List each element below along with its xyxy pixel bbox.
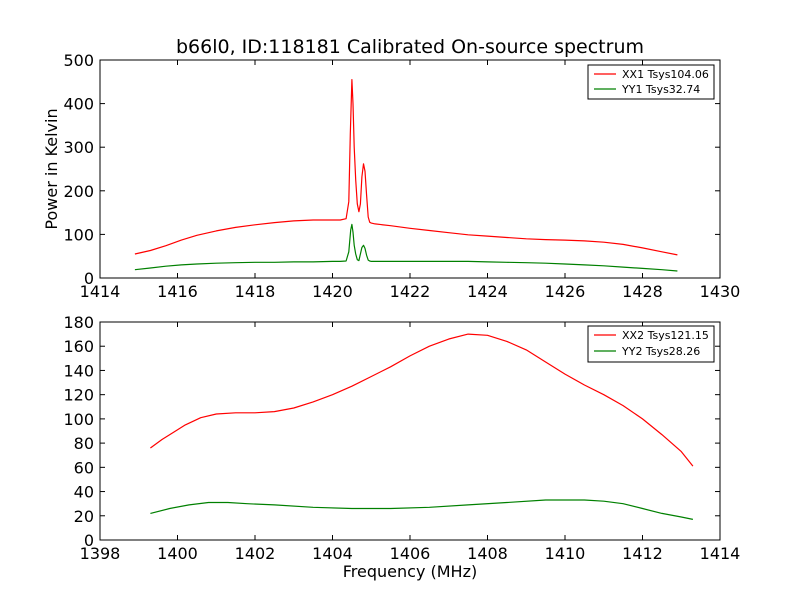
bottom-y-tick-label: 140: [63, 361, 94, 380]
bottom-x-tick-label: 1410: [545, 544, 586, 563]
top-legend-label-yy1: YY1 Tsys32.74: [621, 83, 700, 96]
bottom-axes: 1398 1400 1402 1404 1406 1408 1410 1412 1414 0 20…: [63, 313, 740, 581]
top-legend-label-xx1: XX1 Tsys104.06: [622, 68, 709, 81]
bottom-x-tick-label: 1404: [312, 544, 353, 563]
bottom-legend-label-yy2: YY2 Tsys28.26: [621, 345, 700, 358]
bottom-y-tick-label: 100: [63, 410, 94, 429]
bottom-x-axis-label: Frequency (MHz): [343, 562, 477, 581]
bottom-x-tick-label: 1408: [467, 544, 508, 563]
top-y-tick-label: 200: [63, 182, 94, 201]
bottom-x-tick-label: 1412: [622, 544, 663, 563]
bottom-x-tick-label: 1402: [235, 544, 276, 563]
bottom-y-tick-label: 180: [63, 313, 94, 332]
top-axes: 1414 1416 1418 1420 1422 1424 1426 1428 1430 0 10…: [42, 51, 740, 301]
top-y-tick-label: 0: [84, 269, 94, 288]
top-series-line-0: [134, 78, 678, 256]
top-y-tick-label: 500: [63, 51, 94, 70]
top-x-tick-label: 1414: [80, 282, 121, 301]
top-x-tick-label: 1424: [467, 282, 508, 301]
top-plot-lines: [134, 78, 678, 272]
top-y-tick-label: 100: [63, 225, 94, 244]
top-y-axis-label: Power in Kelvin: [42, 108, 61, 229]
top-x-tick-label: 1426: [545, 282, 586, 301]
bottom-legend-label-xx2: XX2 Tsys121.15: [622, 329, 709, 342]
bottom-y-tick-label: 80: [74, 434, 94, 453]
bottom-x-tick-label: 1398: [80, 544, 121, 563]
bottom-legend-box: [587, 325, 715, 363]
top-x-tick-label: 1420: [312, 282, 353, 301]
top-y-tick-label: 400: [63, 95, 94, 114]
bottom-y-tick-label: 20: [74, 507, 94, 526]
top-x-tick-label: 1428: [622, 282, 663, 301]
top-x-tick-label: 1422: [390, 282, 431, 301]
top-y-tick-label: 300: [63, 138, 94, 157]
bottom-y-tick-label: 60: [74, 458, 94, 477]
top-x-tick-label: 1430: [700, 282, 741, 301]
bottom-series-line-1: [150, 499, 694, 520]
bottom-y-tick-label: 0: [84, 531, 94, 550]
bottom-y-tick-label: 160: [63, 337, 94, 356]
top-legend: XX1 Tsys104.06 YY1 Tsys32.74: [587, 64, 715, 100]
top-series-line-1: [134, 223, 678, 272]
bottom-x-tick-label: 1400: [157, 544, 198, 563]
top-legend-box: [587, 64, 715, 100]
top-y-ticks: 0 100 200 300 400 500: [63, 51, 720, 288]
bottom-legend: XX2 Tsys121.15 YY2 Tsys28.26: [587, 325, 715, 363]
top-x-tick-label: 1416: [157, 282, 198, 301]
bottom-y-ticks: 0 20 40 60 80 100 120 140 160 180: [63, 313, 720, 550]
top-x-tick-label: 1418: [235, 282, 276, 301]
bottom-x-tick-label: 1406: [390, 544, 431, 563]
bottom-x-ticks: 1398 1400 1402 1404 1406 1408 1410 1412 1414: [80, 322, 741, 563]
bottom-plot-lines: [150, 333, 694, 520]
bottom-y-tick-label: 120: [63, 386, 94, 405]
bottom-x-tick-label: 1414: [700, 544, 741, 563]
chart-title: b66l0, ID:118181 Calibrated On-source sp…: [176, 36, 644, 58]
bottom-series-line-0: [150, 333, 694, 467]
top-x-ticks: 1414 1416 1418 1420 1422 1424 1426 1428 1430: [80, 60, 741, 301]
bottom-y-tick-label: 40: [74, 483, 94, 502]
